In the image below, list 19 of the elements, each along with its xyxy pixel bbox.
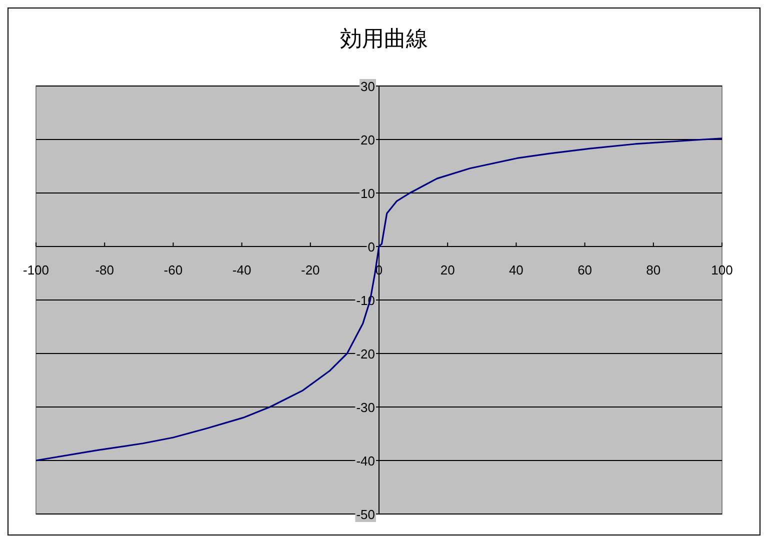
x-tick-label: 100 — [711, 262, 733, 278]
x-tick-label: 60 — [578, 262, 592, 278]
y-tick-label: -40 — [356, 454, 375, 468]
y-tick-label: -30 — [356, 400, 375, 415]
y-tick-label: 30 — [360, 79, 375, 94]
x-tick-label: -40 — [232, 262, 252, 278]
x-tick-label: 80 — [646, 262, 661, 278]
x-tick-label: -100 — [22, 262, 50, 278]
y-tick-label: 10 — [360, 186, 375, 201]
x-tick-label: 40 — [508, 262, 524, 278]
y-tick-label: -50 — [356, 507, 375, 522]
y-tick-label: 20 — [360, 132, 375, 148]
y-tick-label: -20 — [356, 346, 375, 362]
y-tick-label: 0 — [368, 240, 375, 254]
x-tick-label: 20 — [440, 262, 455, 278]
x-tick-label: -20 — [301, 262, 320, 278]
chart-title: 効用曲線 — [340, 26, 428, 51]
x-tick-label: -60 — [164, 262, 183, 278]
x-tick-label: -80 — [95, 262, 114, 278]
